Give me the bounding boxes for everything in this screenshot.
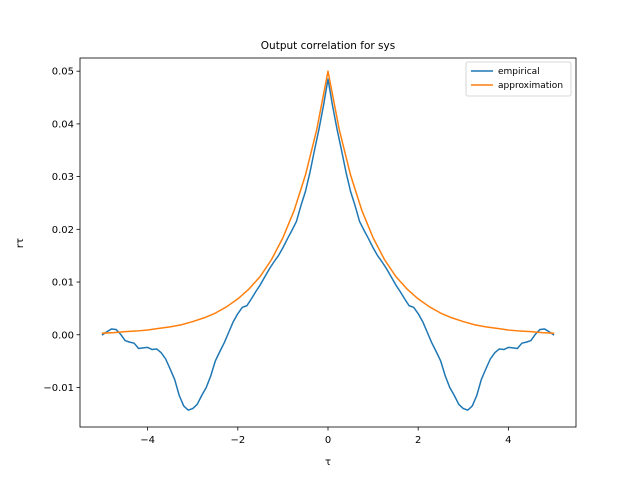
y-tick-label: 0.02 xyxy=(52,225,74,236)
y-axis-label: rτ xyxy=(15,238,26,248)
series-line-empirical xyxy=(101,78,555,411)
plot-area xyxy=(101,70,555,411)
y-tick-label: 0.00 xyxy=(52,330,74,341)
y-tick-label: 0.05 xyxy=(52,67,74,78)
series-line-approximation xyxy=(101,70,555,334)
x-tick-label: −2 xyxy=(230,435,245,446)
y-tick-label: 0.03 xyxy=(52,172,74,183)
x-tick-label: 0 xyxy=(325,435,331,446)
y-tick-label: 0.01 xyxy=(52,278,74,289)
x-tick-label: −4 xyxy=(140,435,155,446)
x-axis-label: τ xyxy=(325,457,331,468)
y-tick-label: 0.04 xyxy=(52,119,74,130)
y-axis: −0.01 0.00 0.01 0.02 0.03 0.04 0.05 xyxy=(43,67,80,394)
x-axis: −4 −2 0 2 4 xyxy=(140,427,512,446)
legend: empirical approximation xyxy=(465,61,572,97)
y-tick-label: −0.01 xyxy=(43,383,74,394)
x-tick-label: 2 xyxy=(415,435,421,446)
x-tick-label: 4 xyxy=(505,435,511,446)
legend-label-approximation: approximation xyxy=(498,81,563,91)
legend-label-empirical: empirical xyxy=(498,67,540,77)
chart-title: Output correlation for sys xyxy=(261,40,395,52)
